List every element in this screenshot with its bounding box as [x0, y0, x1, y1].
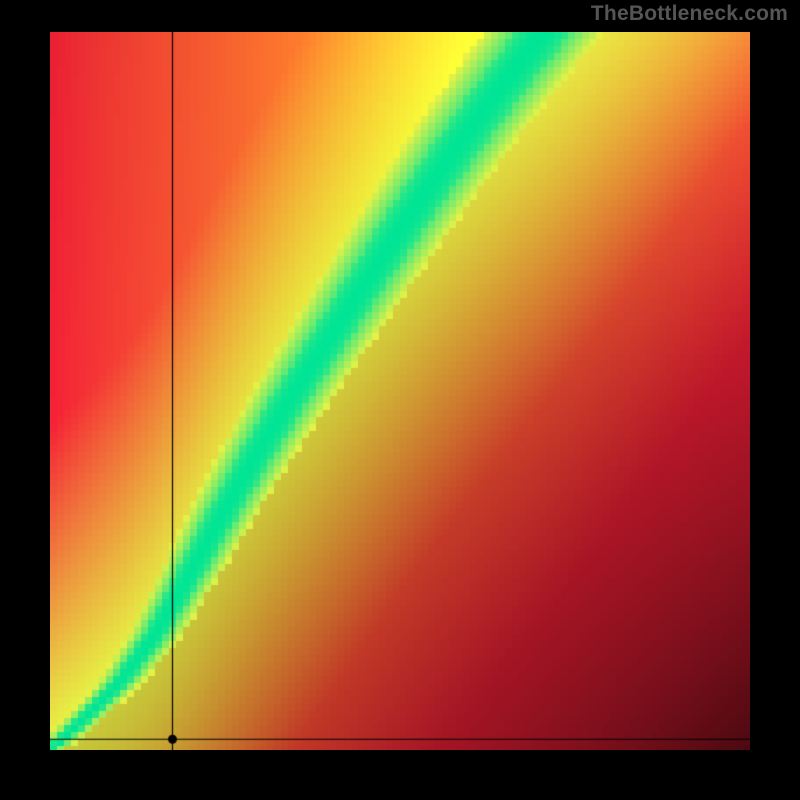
chart-container: TheBottleneck.com	[0, 0, 800, 800]
bottleneck-heatmap	[50, 32, 750, 750]
watermark-text: TheBottleneck.com	[591, 2, 788, 26]
